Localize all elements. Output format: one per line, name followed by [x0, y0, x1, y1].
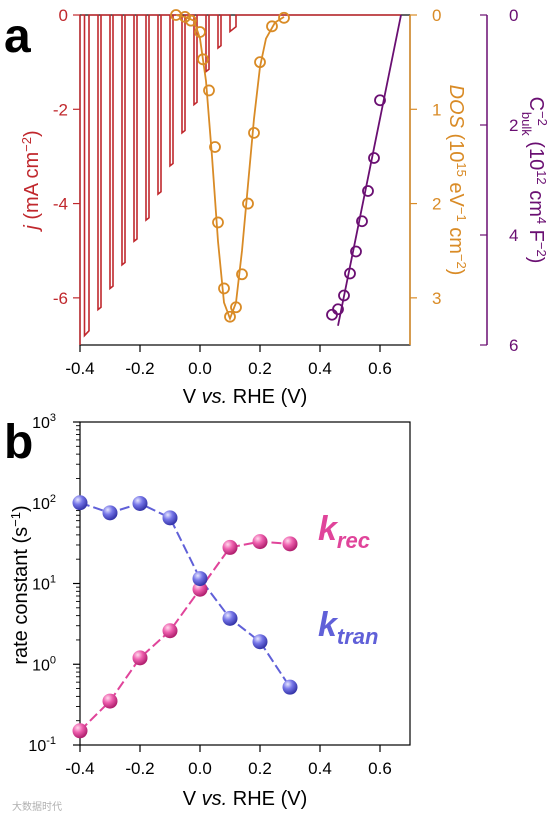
panel-b: -0.4 -0.2 0.0 0.2 0.4 0.6 10-1 100 101 102 103 rat… [8, 412, 411, 810]
panel-a-left-tick-label: -4 [53, 195, 68, 214]
panel-b-x-tick-label: 0.0 [188, 759, 212, 778]
panel-a-dos-point [242, 197, 254, 210]
panel-a-x-tick-label: -0.4 [65, 359, 94, 378]
panel-b-y-tick-label: 102 [32, 493, 56, 513]
panel-a-dos-point [179, 10, 191, 23]
panel-a-mott-schottky-point [350, 245, 362, 258]
panel-a-mott-schottky-point [356, 215, 368, 228]
panel-b-y-axis-label: rate constant (s−1) [8, 505, 32, 664]
panel-b-k-tran-line [79, 501, 291, 688]
panel-b-k-rec-point [252, 534, 268, 550]
panel-a-dos-tick-label: 1 [432, 100, 441, 119]
panel-a-dos-point [236, 268, 248, 281]
panel-a-x-tick-label: 0.2 [248, 359, 272, 378]
panel-b-x-axis-label: V vs. RHE (V) [183, 788, 307, 810]
panel-a-left-axis-label: j (mA cm−2) [19, 130, 43, 232]
panel-b-k-tran-point [252, 634, 268, 650]
panel-b-y-tick-label: 100 [32, 654, 56, 674]
panel-b-x-tick-label: -0.4 [65, 759, 94, 778]
panel-b-k-rec-point [72, 723, 88, 739]
panel-a-label: a [4, 10, 31, 63]
panel-b-frame [79, 421, 411, 746]
panel-b-axes: -0.4 -0.2 0.0 0.2 0.4 0.6 10-1 100 101 102 103 [28, 412, 391, 778]
panel-b-k-rec-point [192, 581, 208, 597]
panel-a-c-tick-label: 0 [509, 6, 518, 25]
panel-b-k-rec-point [162, 623, 178, 639]
panel-a-mott-schottky-point [332, 303, 344, 316]
panel-b-y-tick-label: 101 [32, 574, 56, 594]
panel-a-x-tick-label: 0.4 [308, 359, 332, 378]
panel-b-k-rec-line [79, 540, 291, 732]
panel-a-mott-schottky-point [362, 185, 374, 197]
panel-b-k-rec-point [102, 693, 118, 709]
panel-a-dos-point [185, 14, 197, 27]
panel-a-series [81, 9, 402, 338]
panel-b-k-tran-point [222, 610, 238, 626]
panel-a: 0 -2 -4 -6 j (mA cm−2) 0 1 2 3 DOS (1015 eV−1 … [19, 6, 550, 408]
legend-k-tran: ktran [318, 606, 378, 649]
panel-a-current-trace [81, 14, 401, 338]
panel-a-c-tick-label: 4 [509, 226, 518, 245]
panel-b-x-tick-label: 0.6 [368, 759, 392, 778]
panel-b-x-tick-label: 0.2 [248, 759, 272, 778]
panel-b-x-tick-label: 0.4 [308, 759, 332, 778]
panel-a-dos-point [218, 282, 230, 295]
panel-b-k-rec-point [282, 536, 298, 552]
panel-a-x-tick-label: -0.2 [125, 359, 154, 378]
panel-a-dos-fit-line [175, 14, 285, 322]
panel-a-left-axis: 0 -2 -4 -6 [53, 6, 81, 345]
panel-a-c-tick-label: 6 [509, 336, 518, 355]
panel-b-y-tick-label: 10-1 [28, 735, 56, 755]
panel-a-mott-schottky-fit-line [337, 14, 402, 326]
panel-b-k-tran-point [192, 571, 208, 587]
panel-a-dos-point [266, 20, 278, 33]
panel-a-dos-point [224, 310, 236, 323]
panel-b-k-tran-point [72, 495, 88, 511]
panel-a-mott-schottky-point [368, 152, 380, 164]
panel-a-left-tick-label: -2 [53, 100, 68, 119]
panel-b-k-tran-point [162, 510, 178, 526]
panel-a-frame [79, 14, 411, 346]
watermark: 大数据时代 [12, 800, 62, 813]
panel-a-x-tick-label: 0.6 [368, 359, 392, 378]
panel-b-k-rec-point [132, 650, 148, 666]
panel-b-series [72, 495, 298, 739]
panel-a-x-tick-label: 0.0 [188, 359, 212, 378]
panel-a-left-tick-label: 0 [59, 6, 68, 25]
panel-b-k-tran-point [282, 679, 298, 695]
panel-b-k-rec-point [222, 539, 238, 555]
panel-a-x-axis-label: V vs. RHE (V) [183, 386, 307, 408]
panel-a-c-axis-label: C−2bulk (1012 cm4 F−2) [519, 97, 550, 264]
panel-a-x-axis: -0.4 -0.2 0.0 0.2 0.4 0.6 [65, 345, 392, 378]
panel-a-mott-schottky-point [374, 94, 386, 107]
panel-b-k-tran-point [132, 495, 148, 511]
panel-a-c-tick-label: 2 [509, 116, 518, 135]
panel-a-left-tick-label: -6 [53, 289, 68, 308]
panel-a-dos-point [278, 11, 290, 24]
panel-b-x-tick-label: -0.2 [125, 759, 154, 778]
panel-a-dos-axis: 0 1 2 3 [409, 6, 441, 345]
panel-b-label: b [4, 416, 33, 469]
panel-a-plot-clip [79, 9, 411, 346]
legend-k-rec: krec [318, 510, 370, 553]
panel-a-dos-tick-label: 3 [432, 289, 441, 308]
panel-a-c-axis: 0 2 4 6 [480, 6, 518, 355]
panel-a-dos-point [209, 141, 221, 153]
panel-a-dos-point [212, 216, 224, 229]
panel-a-dos-point [203, 84, 215, 97]
panel-a-mott-schottky-point [326, 308, 338, 321]
panel-a-dos-axis-label: DOS (1015 eV−1 cm−2) [445, 85, 469, 276]
panel-a-dos-tick-label: 2 [432, 195, 441, 214]
panel-b-k-tran-point [102, 505, 118, 521]
panel-b-y-tick-label: 103 [32, 412, 56, 432]
panel-a-dos-point [248, 126, 260, 139]
panel-a-dos-tick-label: 0 [432, 6, 441, 25]
